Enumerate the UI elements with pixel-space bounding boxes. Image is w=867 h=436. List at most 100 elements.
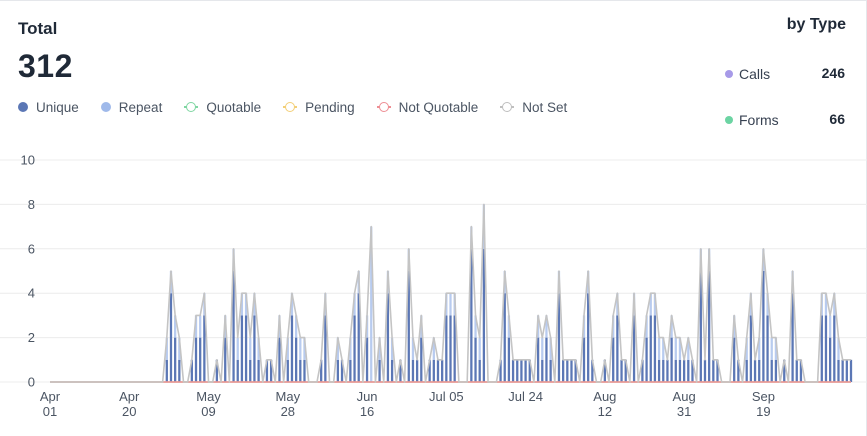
bar-unique [244, 315, 248, 382]
bar-unique [503, 293, 506, 382]
bar-repeat [349, 337, 352, 360]
bar-unique [699, 271, 702, 382]
type-count-calls: 246 [821, 65, 845, 81]
bar-unique [353, 315, 356, 382]
bar-unique [703, 359, 707, 382]
bar-unique [603, 359, 607, 382]
legend-ring-icon [500, 102, 515, 112]
bar-unique [269, 359, 273, 382]
bar-unique [653, 315, 657, 382]
bar-unique [770, 359, 773, 382]
bar-repeat [649, 293, 652, 316]
legend-ring-icon [283, 102, 298, 112]
bar-unique [774, 359, 778, 382]
bar-unique [649, 315, 652, 382]
bar-unique [265, 359, 269, 382]
bar-unique [482, 248, 486, 382]
bar-repeat [390, 337, 394, 360]
legend-item-not-set[interactable]: Not Set [500, 100, 567, 115]
bar-unique [199, 337, 202, 382]
bar-unique [215, 359, 219, 382]
x-tick-label: 09 [201, 404, 215, 419]
bar-unique [441, 359, 444, 382]
bar-unique [524, 359, 527, 382]
bar-repeat [249, 337, 252, 360]
bar-unique [474, 337, 477, 382]
legend-label: Not Quotable [398, 99, 479, 115]
bar-unique [545, 337, 548, 382]
bar-repeat [541, 337, 544, 360]
bar-repeat [645, 315, 648, 338]
type-count-forms: 66 [829, 111, 845, 127]
legend-label: Unique [36, 99, 79, 115]
bar-unique [799, 359, 803, 382]
bar-unique [570, 359, 573, 382]
bar-unique [407, 271, 410, 382]
x-tick-label: Sep [752, 389, 775, 404]
bar-unique [432, 359, 435, 382]
bar-unique [478, 359, 481, 382]
bar-unique [616, 315, 619, 382]
bar-unique [716, 359, 719, 382]
bar-repeat [370, 226, 373, 382]
bar-repeat [657, 337, 661, 360]
line-series [50, 203, 851, 383]
bar-unique [674, 359, 677, 382]
legend-item-repeat[interactable]: Repeat [100, 100, 162, 115]
bar-unique [340, 359, 344, 382]
legend-item-unique[interactable]: Unique [18, 100, 79, 115]
bar-repeat [478, 337, 481, 360]
bar-unique [733, 337, 736, 382]
bar-repeat [670, 315, 673, 338]
x-tick-label: Jun [357, 389, 378, 404]
bar-repeat [290, 293, 294, 316]
bar-repeat [474, 315, 477, 338]
bar-unique [612, 337, 615, 382]
bar-unique [541, 359, 544, 382]
bar-repeat [545, 315, 548, 338]
bar-unique [849, 359, 853, 382]
bar-unique [470, 248, 473, 382]
bar-unique [691, 359, 694, 382]
bar-unique [169, 293, 173, 382]
bar-unique [516, 359, 519, 382]
bar-unique [528, 359, 531, 382]
bar-unique [399, 359, 402, 382]
bar-unique [566, 359, 569, 382]
legend-item-quotable[interactable]: Quotable [184, 100, 261, 115]
bar-unique [428, 359, 431, 382]
bar-repeat [257, 337, 260, 360]
bar-unique [582, 337, 586, 382]
bar-unique [224, 337, 227, 382]
bar-unique [415, 359, 419, 382]
bar-unique [536, 337, 540, 382]
type-name-forms: Forms [739, 112, 779, 128]
y-tick-label: 10 [21, 153, 35, 168]
bar-repeat [833, 293, 836, 316]
bar-unique [232, 271, 235, 382]
x-tick-label: Jul 05 [429, 389, 464, 404]
bar-repeat [253, 293, 256, 316]
bar-unique [253, 315, 256, 382]
bar-repeat [745, 337, 748, 360]
bar-repeat [299, 337, 302, 360]
bar-repeat [240, 293, 244, 316]
bar-unique [165, 359, 168, 382]
legend-ring-icon [376, 102, 391, 112]
x-tick-label: 16 [360, 404, 374, 419]
bar-repeat [294, 315, 298, 338]
bar-repeat [828, 315, 832, 338]
x-tick-label: 31 [677, 404, 691, 419]
bar-repeat [653, 293, 657, 316]
bar-unique [766, 315, 769, 382]
x-tick-label: Apr [40, 389, 61, 404]
bar-unique [453, 315, 456, 382]
bar-unique [278, 337, 281, 382]
legend-item-not-quotable[interactable]: Not Quotable [376, 99, 479, 115]
bar-unique [591, 359, 594, 382]
y-axis: 10 8 6 4 2 0 [21, 153, 35, 390]
legend-label: Quotable [206, 99, 262, 115]
x-tick-label: Aug [673, 389, 696, 404]
legend-item-pending[interactable]: Pending [283, 100, 355, 115]
